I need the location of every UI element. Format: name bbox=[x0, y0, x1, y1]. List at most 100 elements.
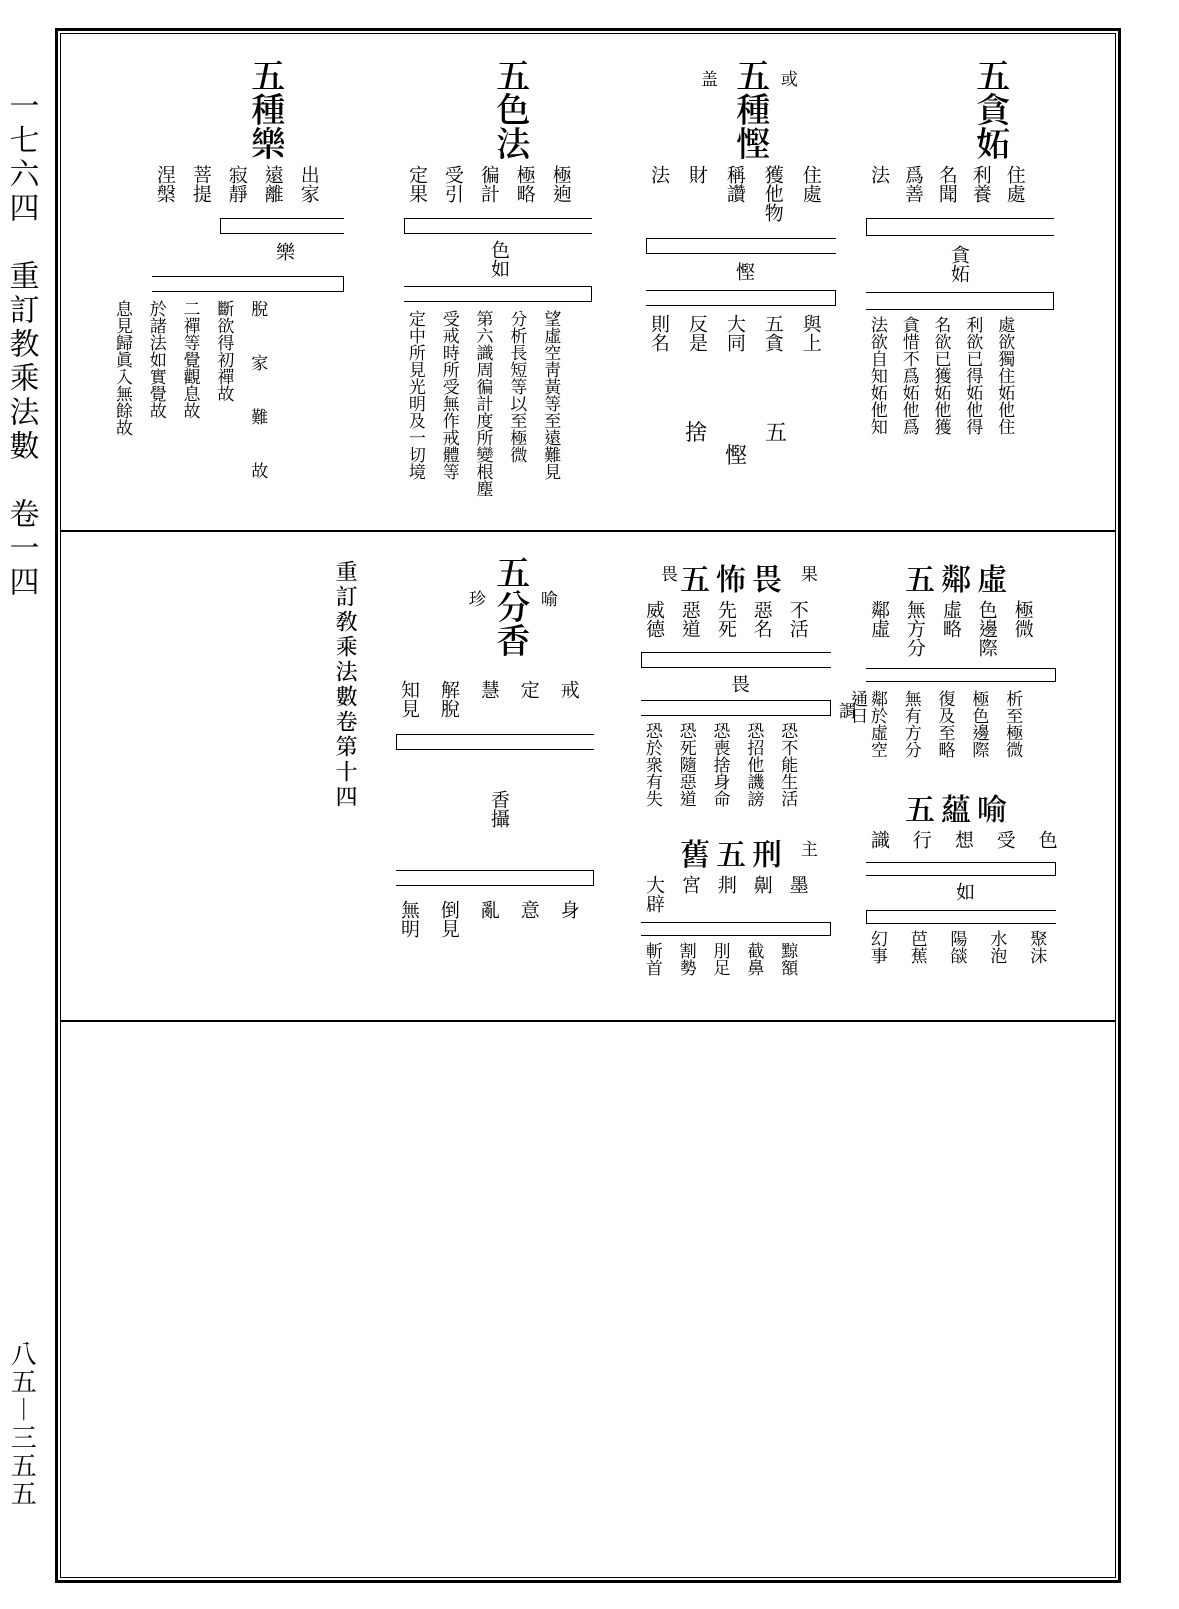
h8-items: 墨 劓 剕 宮 大辟 bbox=[645, 875, 809, 913]
h4-sub: 斷欲得初禪故 bbox=[217, 300, 235, 489]
h3-items: 極逈 極略 徧計 受引 定果 bbox=[408, 165, 572, 203]
h3-subs: 望虛空靑黃等至遠難見 分析長短等以至極微 第六識周徧計度所變根塵 受戒時所受無作… bbox=[408, 310, 561, 497]
h9-item: 慧 bbox=[480, 680, 500, 718]
h2-items: 住處 獲他物 稱讚 財 法 bbox=[650, 165, 822, 222]
h6-sub: 芭蕉 bbox=[910, 930, 928, 964]
bracket bbox=[866, 910, 1056, 924]
h2-sub: 則名 bbox=[650, 314, 670, 352]
h8-mark: 主 bbox=[800, 840, 818, 857]
h9-sub: 亂 bbox=[480, 900, 500, 938]
h4-item: 遠離 bbox=[264, 165, 284, 203]
h9-item: 戒 bbox=[560, 680, 580, 718]
bracket bbox=[641, 700, 831, 716]
h4-sub: 息見歸眞入無餘故 bbox=[115, 300, 133, 489]
h2-item: 獲他物 bbox=[764, 165, 784, 222]
h1-sub: 名欲已獲妬他獲 bbox=[934, 316, 952, 435]
h2-item: 住處 bbox=[802, 165, 822, 222]
h2-sub: 反是 bbox=[688, 314, 708, 352]
bracket bbox=[641, 652, 831, 668]
h7-item: 惡名 bbox=[753, 600, 773, 638]
h7-mark2-anno: 畏 bbox=[660, 565, 678, 582]
h5-item: 虛略 bbox=[942, 600, 962, 657]
h5-subs: 析至極微 極色邊際 復及至略 無有方分 鄰於虛空 bbox=[870, 690, 1023, 758]
h2-mark: 或 bbox=[780, 70, 798, 87]
h3-sub: 望虛空靑黃等至遠難見 bbox=[543, 310, 561, 497]
h3-sub: 第六識周徧計度所變根塵 bbox=[476, 310, 494, 497]
h1-item: 住處 bbox=[1006, 165, 1026, 203]
h9-sub: 無明 bbox=[400, 900, 420, 938]
bracket bbox=[152, 276, 344, 292]
h3-item: 極略 bbox=[516, 165, 536, 203]
h1-sub: 法欲自知妬他知 bbox=[870, 316, 888, 435]
h7-items: 不活 惡名 先死 惡道 威德 bbox=[645, 600, 809, 638]
h9-items: 戒 定 慧 解脫 知見 bbox=[400, 680, 580, 718]
h8-subs: 黥額 截鼻 刖足 割勢 斬首 bbox=[645, 942, 798, 976]
h3-sub: 受戒時所受無作戒體等 bbox=[442, 310, 460, 497]
h4-sub: 脫 家 難 故 bbox=[250, 300, 268, 489]
h4-item: 涅槃 bbox=[156, 165, 176, 203]
h9-sub: 意 bbox=[520, 900, 540, 938]
h7-mid: 畏 bbox=[730, 674, 750, 693]
h1-subs: 處欲獨住妬他住 利欲已得妬他得 名欲已獲妬他獲 貪惜不爲妬他爲 法欲自知妬他知 bbox=[870, 316, 1015, 435]
h5-item: 鄰虛 bbox=[870, 600, 890, 657]
h4-item: 出家 bbox=[300, 165, 320, 203]
h8-item: 劓 bbox=[753, 875, 773, 913]
h1-mid: 貪妬 bbox=[950, 245, 970, 283]
bracket bbox=[866, 668, 1056, 682]
bracket bbox=[646, 238, 836, 254]
h6-sub: 水泡 bbox=[990, 930, 1008, 964]
h7-item: 惡道 bbox=[681, 600, 701, 638]
h7-sub: 恐死隨惡道 bbox=[679, 722, 697, 807]
h5-item: 色邊際 bbox=[978, 600, 998, 657]
h1-sub: 利欲已得妬他得 bbox=[966, 316, 984, 435]
h2-sub: 大同 bbox=[726, 314, 746, 352]
bracket bbox=[404, 218, 592, 234]
h7-sub: 恐不能生活 bbox=[780, 722, 798, 807]
bracket bbox=[220, 218, 344, 234]
h6-item: 行 bbox=[912, 830, 932, 849]
h5-items: 極微 色邊際 虛略 無方分 鄰虛 bbox=[870, 600, 1034, 657]
h2-item: 財 bbox=[688, 165, 708, 222]
bracket bbox=[641, 922, 831, 936]
h6-sub: 陽燄 bbox=[950, 930, 968, 964]
h6-item: 色 bbox=[1038, 830, 1058, 849]
h9-sub: 身 bbox=[560, 900, 580, 938]
h1-item: 利養 bbox=[972, 165, 992, 203]
h4-item: 寂靜 bbox=[228, 165, 248, 203]
h8-sub: 刖足 bbox=[713, 942, 731, 976]
heading-wutandu: 五貪妬 bbox=[975, 58, 1011, 160]
h4-item: 菩提 bbox=[192, 165, 212, 203]
h6-mid: 如 bbox=[955, 882, 975, 901]
h8-sub: 割勢 bbox=[679, 942, 697, 976]
h5-sub: 無有方分 bbox=[904, 690, 922, 758]
h1-sub: 處欲獨住妬他住 bbox=[997, 316, 1015, 435]
bracket bbox=[404, 286, 592, 302]
bracket bbox=[866, 218, 1054, 236]
h3-item: 定果 bbox=[408, 165, 428, 203]
h3-mid: 色如 bbox=[490, 240, 510, 278]
h1-item: 爲善 bbox=[904, 165, 924, 203]
divider-1 bbox=[60, 530, 1116, 532]
h7-item: 先死 bbox=[717, 600, 737, 638]
h2-subs-top: 與上 五貪 大同 反是 則名 bbox=[650, 314, 822, 352]
h8-item: 大辟 bbox=[645, 875, 665, 913]
h9-mark-r: 珍 bbox=[468, 590, 486, 607]
h6-item: 受 bbox=[996, 830, 1016, 849]
h5-sub: 析至極微 bbox=[1005, 690, 1023, 758]
h7-item: 不活 bbox=[789, 600, 809, 638]
heading-wuzhongle: 五種樂 bbox=[250, 58, 286, 160]
h9-subs: 身 意 亂 倒見 無明 bbox=[400, 900, 580, 938]
divider-2 bbox=[60, 1020, 1116, 1022]
h7-sub: 恐於衆有失 bbox=[645, 722, 663, 807]
h2-sub: 五貪 bbox=[764, 314, 784, 352]
colophon: 重訂敎乘法數卷第十四 bbox=[335, 560, 358, 810]
h4-items: 出家 遠離 寂靜 菩提 涅槃 bbox=[156, 165, 320, 203]
h8-item: 剕 bbox=[717, 875, 737, 913]
heading-wufenxiang: 五分香 bbox=[495, 555, 531, 657]
bracket bbox=[866, 862, 1056, 876]
h1-item: 名聞 bbox=[938, 165, 958, 203]
h9-item: 知見 bbox=[400, 680, 420, 718]
h3-item: 極逈 bbox=[552, 165, 572, 203]
h4-sub: 於諸法如實覺故 bbox=[149, 300, 167, 489]
h7-sub: 恐招他譏謗 bbox=[747, 722, 765, 807]
